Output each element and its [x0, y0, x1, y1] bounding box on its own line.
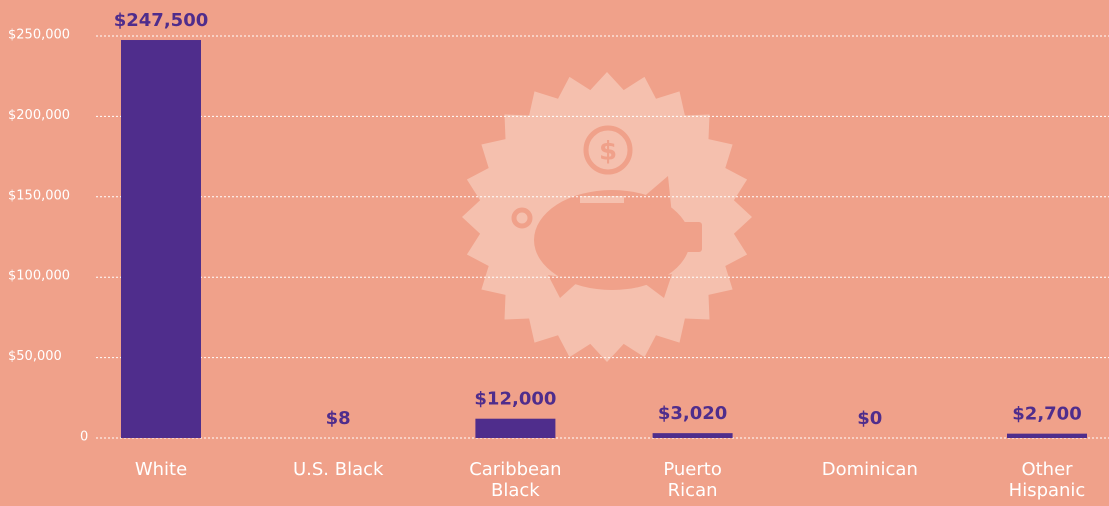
y-tick-label: $150,000: [8, 188, 70, 203]
x-tick-label: Caribbean Black: [465, 459, 565, 501]
value-label: $0: [857, 408, 882, 429]
pig-snout: [680, 222, 702, 252]
x-tick-label: Other Hispanic: [997, 459, 1097, 501]
bar: [1007, 434, 1087, 438]
y-tick-label: $50,000: [8, 349, 62, 364]
chart: $ 0 $50,000 $100,000 $150,000 $200,000 $250,0…: [0, 0, 1109, 506]
y-tick-label: $200,000: [8, 108, 70, 123]
piggy-badge: $: [462, 72, 752, 362]
x-tick-label: Puerto Rican: [643, 459, 743, 501]
value-label: $3,020: [658, 403, 727, 424]
y-tick-label: 0: [80, 430, 88, 445]
bar: [475, 419, 555, 438]
y-tick-label: $250,000: [8, 28, 70, 43]
value-label: $12,000: [474, 389, 556, 410]
value-label: $247,500: [114, 10, 209, 31]
x-tick-label: U.S. Black: [263, 459, 413, 480]
coin-symbol: $: [599, 137, 617, 167]
bar: [121, 40, 201, 438]
bar: [653, 433, 733, 438]
y-tick-label: $100,000: [8, 269, 70, 284]
x-tick-label: White: [86, 459, 236, 480]
chart-svg: $ 0 $50,000 $100,000 $150,000 $200,000 $250,0…: [0, 0, 1109, 506]
x-tick-label: Dominican: [795, 459, 945, 480]
value-label: $2,700: [1012, 404, 1081, 425]
value-label: $8: [326, 408, 351, 429]
